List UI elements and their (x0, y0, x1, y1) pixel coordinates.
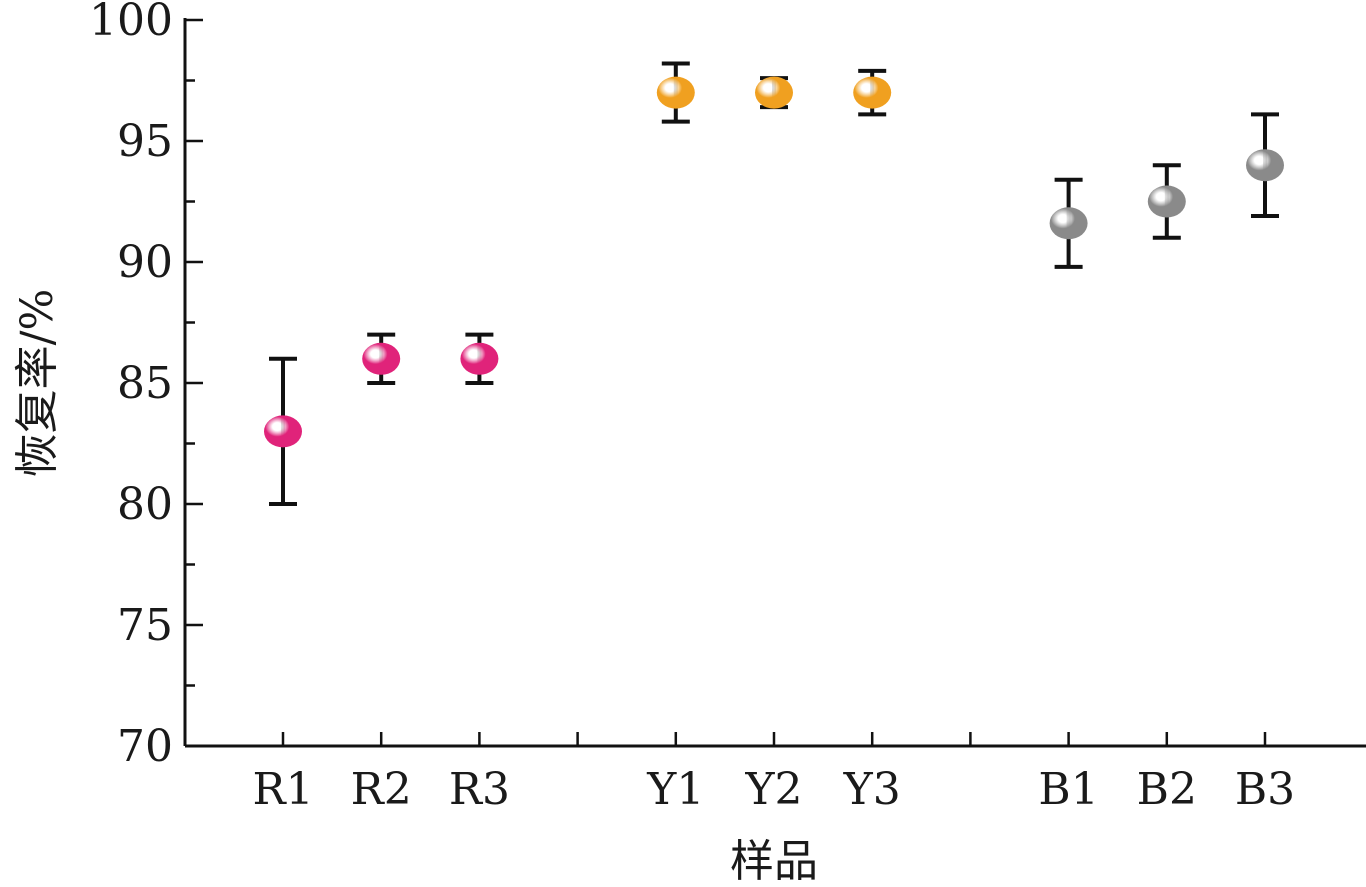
x-tick-label: R2 (351, 764, 412, 815)
data-point-b1 (1049, 207, 1088, 240)
data-point-y3 (853, 76, 892, 109)
data-point-y2 (755, 76, 793, 109)
y-tick-label: 70 (117, 721, 173, 772)
x-tick-label: R3 (449, 764, 510, 815)
data-points (264, 76, 1284, 448)
error-bars (269, 61, 1279, 506)
x-tick-label: B2 (1137, 764, 1197, 815)
x-axis-title: 样品 (730, 836, 818, 887)
y-tick-label: 75 (117, 600, 173, 651)
x-tick-label: B3 (1235, 764, 1295, 815)
axes (183, 18, 1366, 748)
x-tick-label: Y2 (744, 764, 802, 815)
data-point-b2 (1147, 185, 1186, 218)
y-tick-label: 85 (117, 358, 173, 409)
y-tick-label: 90 (117, 237, 173, 288)
y-tick-label: 95 (117, 116, 173, 167)
y-axis-title: 恢复率/% (12, 289, 63, 478)
y-tick-label: 80 (117, 479, 173, 530)
x-tick-label: Y1 (646, 764, 704, 815)
data-point-y1 (656, 76, 695, 109)
x-ticks: R1 R2 R3 Y1 Y2 Y3 B1 B2 B3 (252, 732, 1295, 815)
data-point-r1 (264, 415, 302, 448)
x-tick-label: Y3 (843, 764, 901, 815)
y-ticks: 70 75 80 85 90 95 100 (89, 0, 203, 772)
x-tick-label: B1 (1038, 764, 1098, 815)
data-point-r3 (460, 342, 499, 375)
y-tick-label: 100 (89, 0, 173, 46)
data-point-r2 (362, 342, 401, 375)
data-point-b3 (1246, 149, 1284, 182)
x-tick-label: R1 (252, 764, 313, 815)
